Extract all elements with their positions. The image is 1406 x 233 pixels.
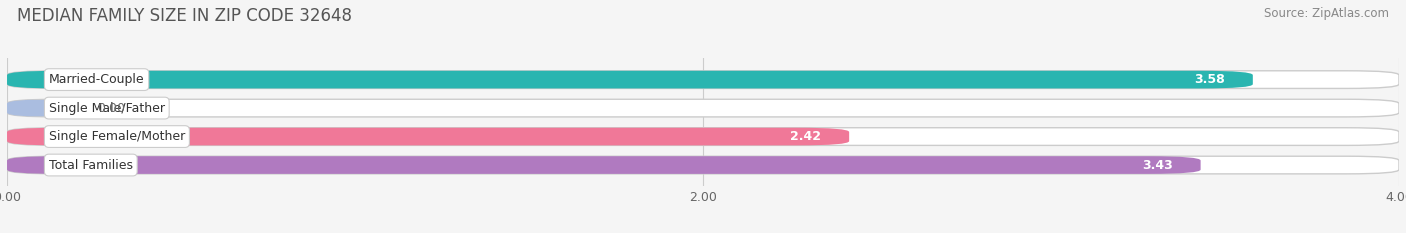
Text: Total Families: Total Families: [49, 158, 132, 171]
FancyBboxPatch shape: [7, 156, 1399, 174]
FancyBboxPatch shape: [7, 71, 1399, 89]
FancyBboxPatch shape: [7, 99, 1399, 117]
FancyBboxPatch shape: [7, 99, 70, 117]
Text: 3.43: 3.43: [1142, 158, 1173, 171]
FancyBboxPatch shape: [7, 71, 1253, 89]
Text: Source: ZipAtlas.com: Source: ZipAtlas.com: [1264, 7, 1389, 20]
FancyBboxPatch shape: [7, 128, 849, 145]
Text: 2.42: 2.42: [790, 130, 821, 143]
Text: 3.58: 3.58: [1194, 73, 1225, 86]
FancyBboxPatch shape: [7, 128, 1399, 145]
FancyBboxPatch shape: [7, 156, 1201, 174]
Text: Single Female/Mother: Single Female/Mother: [49, 130, 186, 143]
Text: MEDIAN FAMILY SIZE IN ZIP CODE 32648: MEDIAN FAMILY SIZE IN ZIP CODE 32648: [17, 7, 352, 25]
Text: Married-Couple: Married-Couple: [49, 73, 145, 86]
Text: Single Male/Father: Single Male/Father: [49, 102, 165, 115]
Text: 0.00: 0.00: [97, 102, 125, 115]
